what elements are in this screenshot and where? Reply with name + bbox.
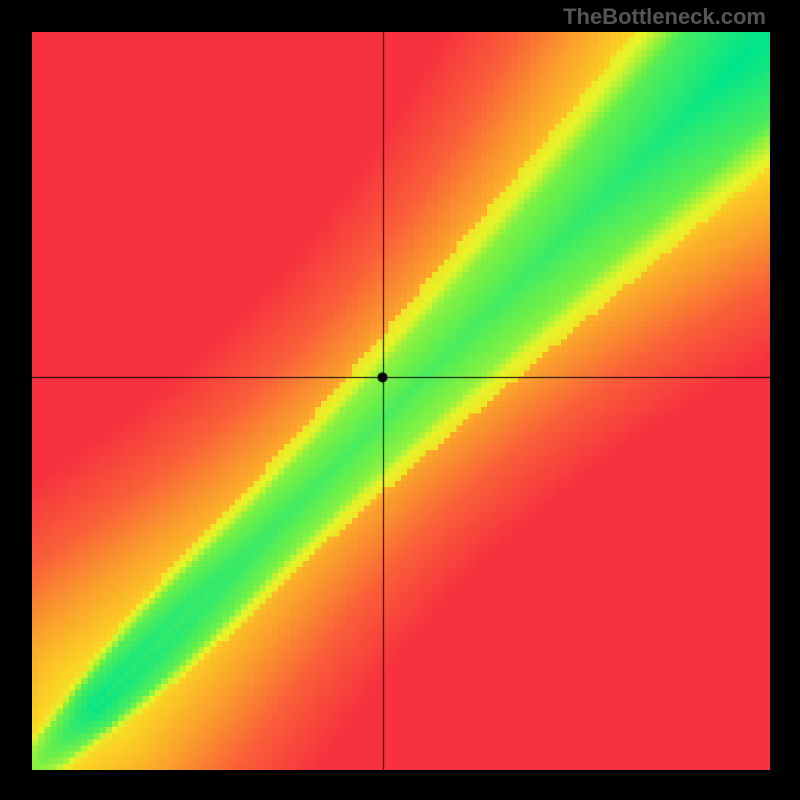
brand-watermark: TheBottleneck.com <box>563 4 766 30</box>
chart-container: TheBottleneck.com <box>0 0 800 800</box>
bottleneck-heatmap <box>32 32 770 770</box>
